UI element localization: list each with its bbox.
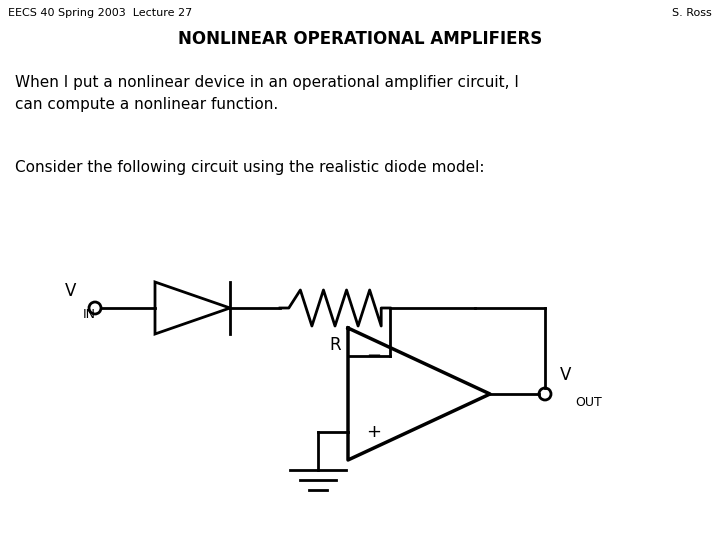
Text: S. Ross: S. Ross [672, 8, 712, 18]
Text: −: − [366, 347, 381, 365]
Text: Consider the following circuit using the realistic diode model:: Consider the following circuit using the… [15, 160, 485, 175]
Text: OUT: OUT [575, 396, 602, 409]
Text: V: V [65, 282, 76, 300]
Text: EECS 40 Spring 2003  Lecture 27: EECS 40 Spring 2003 Lecture 27 [8, 8, 192, 18]
Text: When I put a nonlinear device in an operational amplifier circuit, I
can compute: When I put a nonlinear device in an oper… [15, 75, 519, 112]
Text: R: R [329, 336, 341, 354]
Text: V: V [560, 366, 572, 384]
Text: IN: IN [83, 308, 96, 321]
Text: NONLINEAR OPERATIONAL AMPLIFIERS: NONLINEAR OPERATIONAL AMPLIFIERS [178, 30, 542, 48]
Text: +: + [366, 423, 381, 441]
